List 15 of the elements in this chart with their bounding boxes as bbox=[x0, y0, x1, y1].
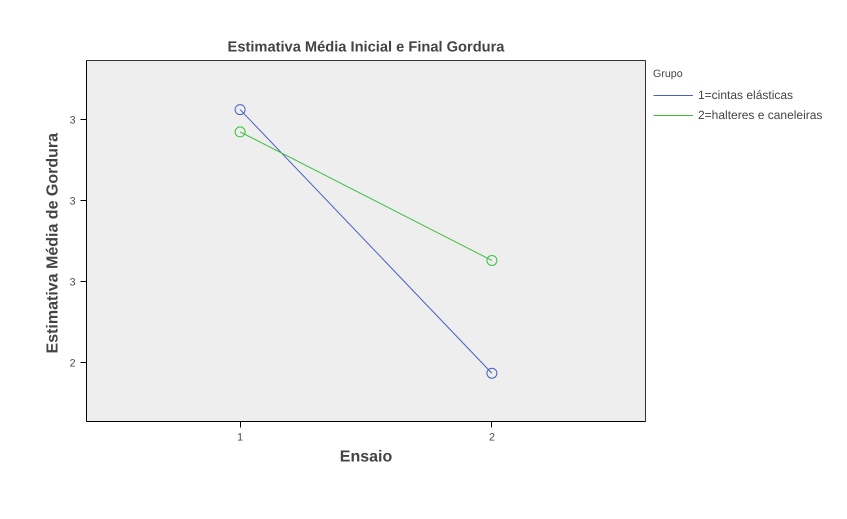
legend-title: Grupo bbox=[653, 68, 684, 80]
chart-title: Estimativa Média Inicial e Final Gordura bbox=[228, 40, 506, 56]
y-axis-title: Estimativa Média de Gordura bbox=[44, 132, 62, 354]
point bbox=[486, 368, 498, 379]
y-tick-label: 3 bbox=[70, 276, 76, 289]
y-tick-label: 2 bbox=[70, 358, 76, 370]
legend-label: 2=halteres e caneleiras bbox=[698, 108, 822, 122]
legend-label: 1=cintas elásticas bbox=[698, 88, 794, 102]
point bbox=[234, 126, 246, 138]
y-tick-label: 3 bbox=[70, 114, 76, 126]
y-tick-label: 3 bbox=[70, 195, 76, 208]
x-tick-label: 1 bbox=[237, 432, 244, 444]
point bbox=[234, 104, 246, 116]
point bbox=[486, 254, 498, 266]
x-axis-title: Ensaio bbox=[340, 448, 392, 466]
